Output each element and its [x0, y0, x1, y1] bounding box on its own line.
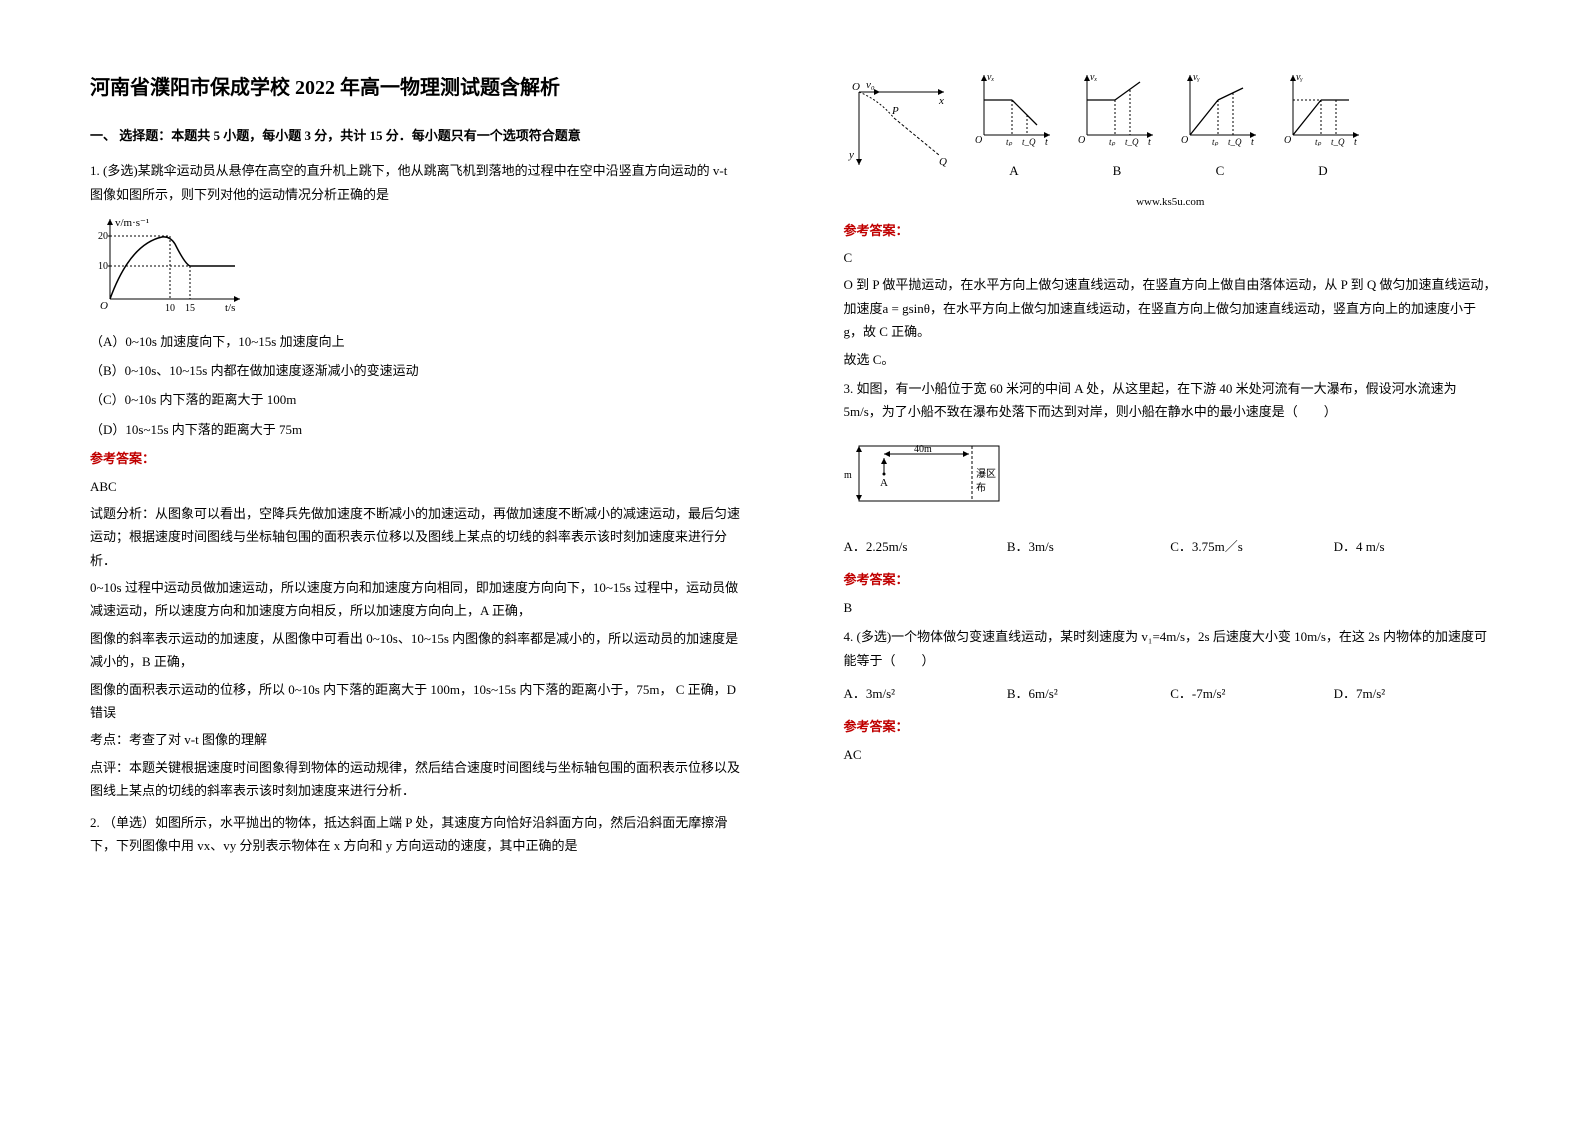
- svg-text:15: 15: [185, 303, 195, 314]
- watermark: www.ks5u.com: [844, 193, 1498, 213]
- q1-analysis-1: 0~10s 过程中运动员做加速运动，所以速度方向和加速度方向相同，即加速度方向向…: [90, 576, 744, 623]
- svg-text:tₚ: tₚ: [1006, 137, 1013, 147]
- q4-answer-label: 参考答案：: [844, 715, 1498, 738]
- q1-option-c: （C）0~10s 内下落的距离大于 100m: [90, 388, 744, 411]
- q2-diagrams: O v₀ x y P Q O vₓ t: [844, 70, 1498, 183]
- q2-stem: 2. （单选）如图所示，水平抛出的物体，抵达斜面上端 P 处，其速度方向恰好沿斜…: [90, 811, 744, 858]
- q2-formula: a = gsinθ: [883, 301, 931, 316]
- svg-text:tₚ: tₚ: [1212, 137, 1219, 147]
- section-header: 一、 选择题：本题共 5 小题，每小题 3 分，共计 15 分．每小题只有一个选…: [90, 124, 744, 147]
- svg-text:tₚ: tₚ: [1315, 137, 1322, 147]
- q2-diagram-b: O vₓ t tₚ t_Q B: [1075, 70, 1160, 183]
- svg-text:vᵧ: vᵧ: [1193, 72, 1200, 83]
- q3-answer: B: [844, 596, 1498, 619]
- q1-analysis-0: 试题分析：从图象可以看出，空降兵先做加速度不断减小的加速运动，再做加速度不断减小…: [90, 502, 744, 572]
- q2-answer-label: 参考答案：: [844, 219, 1498, 242]
- q1-option-a: （A）0~10s 加速度向下，10~15s 加速度向上: [90, 330, 744, 353]
- q4-opt-c: C．-7m/s²: [1170, 682, 1333, 705]
- label-b: B: [1075, 159, 1160, 182]
- q1-graph: v/m·s⁻¹ t/s 20 10 10 15 O: [90, 214, 744, 321]
- svg-text:t_Q: t_Q: [1125, 137, 1139, 147]
- q1-option-d: （D）10s~15s 内下落的距离大于 75m: [90, 418, 744, 441]
- svg-text:10: 10: [98, 261, 108, 272]
- q1-analysis-3: 图像的面积表示运动的位移，所以 0~10s 内下落的距离大于 100m，10s~…: [90, 678, 744, 725]
- q2-exp-3: 故选 C。: [844, 348, 1498, 371]
- svg-text:20: 20: [98, 231, 108, 242]
- left-column: 河南省濮阳市保成学校 2022 年高一物理测试题含解析 一、 选择题：本题共 5…: [0, 0, 794, 1122]
- q3-answer-label: 参考答案：: [844, 568, 1498, 591]
- svg-text:10: 10: [165, 303, 175, 314]
- q4-opt-a: A．3m/s²: [844, 682, 1007, 705]
- q1-analysis-4: 考点：考查了对 v-t 图像的理解: [90, 728, 744, 751]
- page-title: 河南省濮阳市保成学校 2022 年高一物理测试题含解析: [90, 70, 744, 106]
- svg-text:A: A: [880, 477, 888, 489]
- svg-text:t_Q: t_Q: [1022, 137, 1036, 147]
- right-column: O v₀ x y P Q O vₓ t: [794, 0, 1587, 1122]
- label-c: C: [1178, 159, 1263, 182]
- q1-analysis-2: 图像的斜率表示运动的加速度，从图像中可看出 0~10s、10~15s 内图像的斜…: [90, 627, 744, 674]
- q4-opt-b: B．6m/s²: [1007, 682, 1170, 705]
- label-d: D: [1281, 159, 1366, 182]
- svg-text:t: t: [1148, 137, 1151, 148]
- svg-text:P: P: [891, 105, 899, 117]
- svg-text:O: O: [100, 300, 108, 312]
- question-1: 1. (多选)某跳伞运动员从悬停在高空的直升机上跳下，他从跳离飞机到落地的过程中…: [90, 159, 744, 802]
- q4-stem: 4. (多选)一个物体做匀变速直线运动，某时刻速度为 v₁=4m/s，2s 后速…: [844, 625, 1498, 672]
- svg-text:O: O: [975, 135, 982, 146]
- svg-text:t: t: [1251, 137, 1254, 148]
- q3-opt-b: B．3m/s: [1007, 535, 1170, 558]
- q2-diagram-d: O vᵧ t tₚ t_Q D: [1281, 70, 1366, 183]
- q2-trajectory: O v₀ x y P Q: [844, 80, 954, 182]
- q2-explanation: O 到 P 做平抛运动，在水平方向上做匀速直线运动，在竖直方向上做自由落体运动，…: [844, 273, 1498, 343]
- q1-option-b: （B）0~10s、10~15s 内都在做加速度逐渐减小的变速运动: [90, 359, 744, 382]
- svg-text:vᵧ: vᵧ: [1296, 72, 1303, 83]
- svg-text:t_Q: t_Q: [1228, 137, 1242, 147]
- q1-stem: 1. (多选)某跳伞运动员从悬停在高空的直升机上跳下，他从跳离飞机到落地的过程中…: [90, 159, 744, 206]
- svg-text:O: O: [1078, 135, 1085, 146]
- q3-opt-a: A．2.25m/s: [844, 535, 1007, 558]
- q2-exp-2: ，在水平方向上做匀加速直线运动，在竖直方向上做匀加速直线运动，竖直方向上的加速度…: [844, 301, 1477, 339]
- q3-stem: 3. 如图，有一小船位于宽 60 米河的中间 A 处，从这里起，在下游 40 米…: [844, 377, 1498, 424]
- q3-opt-c: C．3.75m／s: [1170, 535, 1333, 558]
- q3-options: A．2.25m/s B．3m/s C．3.75m／s D．4 m/s: [844, 535, 1498, 558]
- svg-text:y: y: [848, 149, 854, 161]
- svg-text:vₓ: vₓ: [987, 72, 994, 83]
- svg-text:区: 区: [983, 468, 995, 478]
- q1-answer-label: 参考答案：: [90, 447, 744, 470]
- q3-diagram: 瀑 布 区 60m 40m A: [844, 436, 1498, 523]
- svg-text:O: O: [852, 81, 860, 93]
- svg-text:t: t: [1045, 137, 1048, 148]
- svg-text:v₀: v₀: [866, 80, 875, 91]
- svg-text:O: O: [1284, 135, 1291, 146]
- q2-answer: C: [844, 246, 1498, 269]
- svg-text:60m: 60m: [844, 470, 852, 481]
- q4-answer: AC: [844, 743, 1498, 766]
- q3-opt-d: D．4 m/s: [1334, 535, 1497, 558]
- svg-text:t_Q: t_Q: [1331, 137, 1345, 147]
- svg-text:vₓ: vₓ: [1090, 72, 1097, 83]
- svg-text:O: O: [1181, 135, 1188, 146]
- xaxis-label: t/s: [225, 302, 235, 314]
- yaxis-label: v/m·s⁻¹: [115, 217, 149, 229]
- svg-text:40m: 40m: [914, 444, 932, 455]
- q1-answer: ABC: [90, 475, 744, 498]
- q1-analysis-5: 点评：本题关键根据速度时间图象得到物体的运动规律，然后结合速度时间图线与坐标轴包…: [90, 756, 744, 803]
- svg-text:t: t: [1354, 137, 1357, 148]
- svg-text:Q: Q: [939, 156, 947, 168]
- svg-text:tₚ: tₚ: [1109, 137, 1116, 147]
- svg-text:x: x: [938, 95, 944, 107]
- svg-text:布: 布: [973, 482, 985, 493]
- q4-options: A．3m/s² B．6m/s² C．-7m/s² D．7m/s²: [844, 682, 1498, 705]
- q2-diagram-a: O vₓ t tₚ t_Q A: [972, 70, 1057, 183]
- q2-diagram-c: O vᵧ t tₚ t_Q C: [1178, 70, 1263, 183]
- q4-opt-d: D．7m/s²: [1334, 682, 1497, 705]
- label-a: A: [972, 159, 1057, 182]
